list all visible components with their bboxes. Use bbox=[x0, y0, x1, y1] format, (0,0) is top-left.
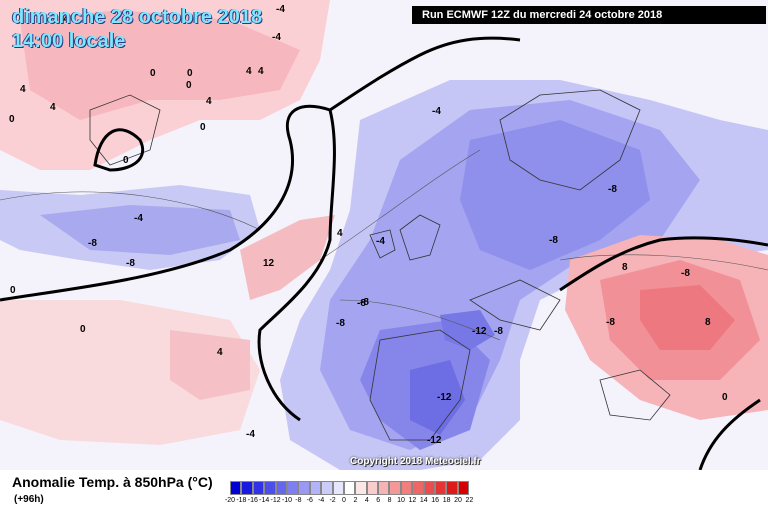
isotherm-label: -4 bbox=[246, 429, 255, 440]
isotherm-label: -8 bbox=[336, 318, 345, 329]
isotherm-label: 4 bbox=[20, 84, 26, 95]
isotherm-label: -12 bbox=[472, 326, 487, 337]
legend-tick-label: 4 bbox=[364, 497, 369, 504]
isotherm-label: 0 bbox=[80, 324, 86, 335]
isotherm-label: -4 bbox=[432, 106, 441, 117]
legend-swatch bbox=[332, 481, 344, 495]
isotherm-label: 4 bbox=[50, 102, 56, 113]
forecast-hour: (+96h) bbox=[14, 494, 44, 505]
copyright: Copyright 2018 Meteociel.fr bbox=[350, 456, 481, 467]
legend-tick-label: -16 bbox=[247, 497, 258, 504]
legend-swatch bbox=[389, 481, 401, 495]
isotherm-label: 4 bbox=[246, 66, 252, 77]
isotherm-label: 4 bbox=[337, 228, 343, 239]
isotherm-label: 0 bbox=[123, 155, 129, 166]
isotherm-label: -12 bbox=[437, 392, 452, 403]
legend-swatch bbox=[275, 481, 287, 495]
isotherm-label: -8 bbox=[360, 297, 369, 308]
legend-tick-label: 6 bbox=[376, 497, 381, 504]
isotherm-label: -8 bbox=[549, 235, 558, 246]
legend-tick-label: 18 bbox=[442, 497, 451, 504]
legend-tick-label: 16 bbox=[431, 497, 440, 504]
temperature-anomaly-map: -4 -4 -4 0 0 0 0 4 4 4 4 4 0 0 -4 -8 -8 -4 -8 -8 -8 -8 -12 -8 -1… bbox=[0, 0, 768, 470]
legend-tick-label: -4 bbox=[318, 497, 325, 504]
legend-tick-label: 20 bbox=[454, 497, 462, 504]
isotherm-label: -8 bbox=[681, 268, 690, 279]
isotherm-label: 0 bbox=[187, 68, 193, 79]
legend-tick-label: -10 bbox=[281, 497, 293, 504]
isotherm-label: -4 bbox=[134, 213, 143, 224]
isotherm-label: 0 bbox=[10, 285, 16, 296]
isotherm-label: 0 bbox=[200, 122, 206, 133]
zero-anomaly-contour bbox=[0, 36, 768, 470]
legend-swatch bbox=[252, 481, 265, 495]
legend-swatch bbox=[435, 481, 447, 495]
legend-tick-label: 2 bbox=[353, 497, 358, 504]
legend-swatch bbox=[366, 481, 379, 495]
isotherm-label: 8 bbox=[622, 262, 628, 273]
legend-swatch bbox=[230, 481, 242, 495]
legend-swatch bbox=[298, 481, 310, 495]
color-legend bbox=[230, 481, 470, 495]
legend-swatch bbox=[423, 481, 436, 495]
legend-swatch bbox=[309, 481, 322, 495]
legend-tick-label: -2 bbox=[329, 497, 336, 504]
isotherm-label: 4 bbox=[217, 347, 223, 358]
legend-tick-label: 14 bbox=[419, 497, 428, 504]
isotherm-label: 0 bbox=[150, 68, 156, 79]
isotherm-label: 0 bbox=[722, 392, 728, 403]
legend-tick-label: 10 bbox=[397, 497, 405, 504]
legend-tick-label: -12 bbox=[270, 497, 281, 504]
isotherm-label: -8 bbox=[606, 317, 615, 328]
isotherm-label: -8 bbox=[357, 298, 366, 309]
legend-tick-label: -6 bbox=[306, 497, 313, 504]
legend-swatch bbox=[286, 481, 299, 495]
legend-swatch bbox=[457, 481, 470, 495]
legend-tick-label: 0 bbox=[342, 497, 346, 504]
isotherm-label: -4 bbox=[272, 32, 281, 43]
isotherm-label: 4 bbox=[258, 66, 264, 77]
legend-swatch bbox=[412, 481, 424, 495]
legend-swatch bbox=[355, 481, 367, 495]
legend-swatch bbox=[264, 481, 276, 495]
run-info: Run ECMWF 12Z du mercredi 24 octobre 201… bbox=[412, 6, 766, 24]
warm-anomaly-midatlantic bbox=[240, 215, 335, 300]
map-time: 14:00 locale bbox=[12, 30, 126, 52]
isotherm-label: -8 bbox=[88, 238, 97, 249]
legend-tick-label: 8 bbox=[387, 497, 392, 504]
isotherm-label: 4 bbox=[206, 96, 212, 107]
isotherm-label: -8 bbox=[126, 258, 135, 269]
isotherm-label: -4 bbox=[276, 4, 285, 15]
isotherm-label: -8 bbox=[494, 326, 503, 337]
legend-tick-label: -20 bbox=[224, 497, 236, 504]
legend-swatch bbox=[343, 481, 356, 495]
legend-swatch bbox=[400, 481, 413, 495]
map-date: dimanche 28 octobre 2018 bbox=[12, 6, 263, 28]
isotherm-label: 8 bbox=[705, 317, 711, 328]
legend-swatch bbox=[378, 481, 390, 495]
isotherm-label: -4 bbox=[60, 14, 69, 25]
isotherm-label: 12 bbox=[263, 258, 275, 269]
legend-swatch bbox=[241, 481, 253, 495]
legend-tick-label: 22 bbox=[465, 497, 474, 504]
legend-tick-label: -8 bbox=[295, 497, 302, 504]
isotherm-label: -4 bbox=[376, 236, 385, 247]
legend-swatch bbox=[446, 481, 458, 495]
coastlines bbox=[89, 89, 671, 441]
isotherm-lines bbox=[0, 149, 768, 341]
legend-tick-label: -14 bbox=[259, 497, 270, 504]
legend-tick-label: -18 bbox=[236, 497, 247, 504]
legend-swatch bbox=[321, 481, 333, 495]
isotherm-label: -8 bbox=[608, 184, 617, 195]
isotherm-label: 0 bbox=[9, 114, 15, 125]
isotherm-label: -12 bbox=[427, 435, 442, 446]
isotherm-label: 0 bbox=[186, 80, 192, 91]
chart-title: Anomalie Temp. à 850hPa (°C) bbox=[12, 474, 213, 490]
legend-tick-label: 12 bbox=[408, 497, 417, 504]
